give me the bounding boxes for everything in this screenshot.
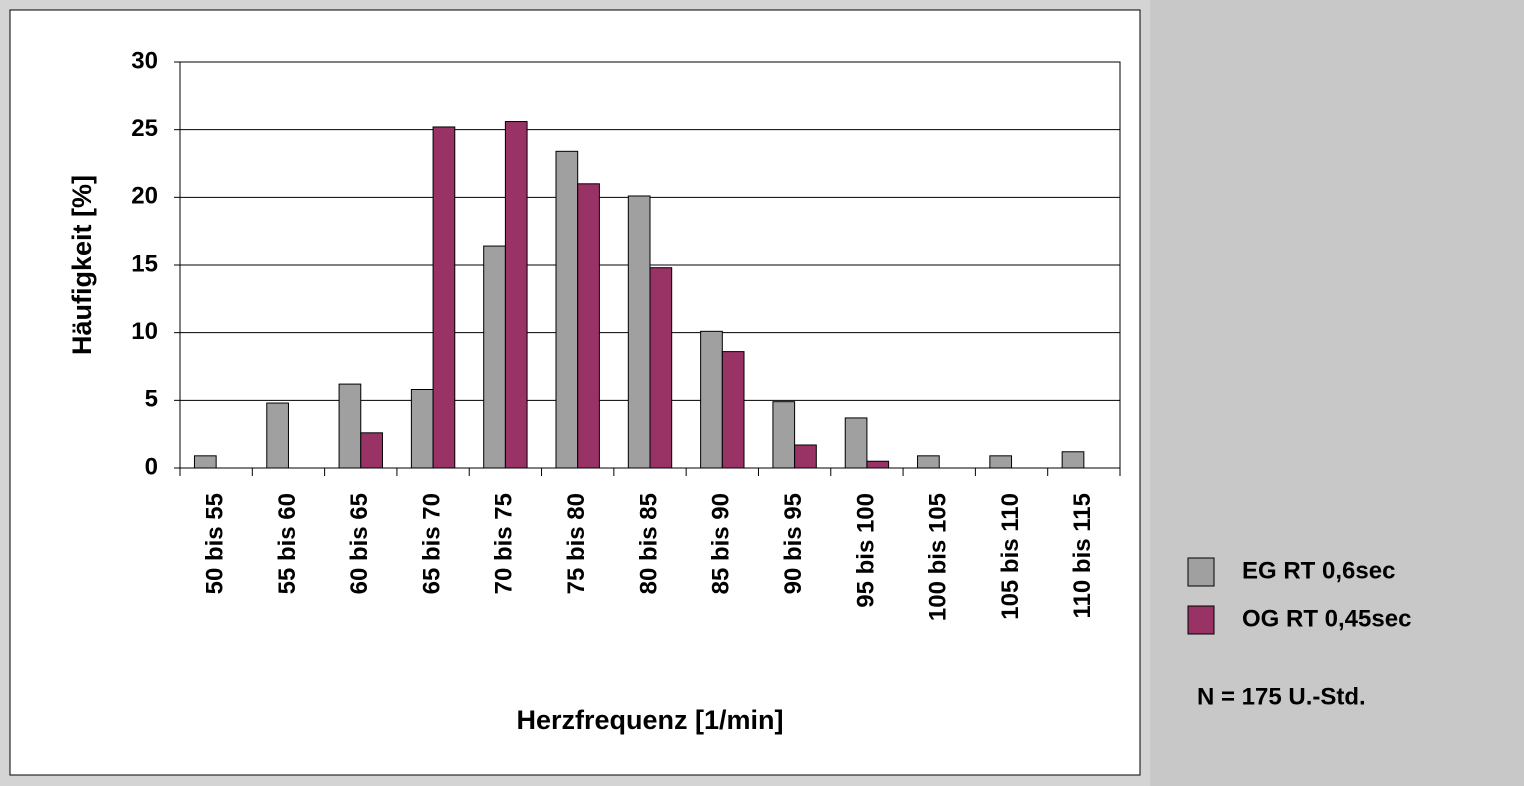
legend-swatch <box>1187 557 1215 587</box>
bar <box>1061 451 1085 469</box>
bar <box>504 121 528 469</box>
x-tick-label: 75 bis 80 <box>563 493 590 594</box>
y-tick-label: 5 <box>145 386 158 413</box>
x-tick-label: 80 bis 85 <box>635 493 662 594</box>
x-tick-label: 105 bis 110 <box>997 493 1024 620</box>
bar <box>338 383 362 469</box>
bar <box>721 351 745 469</box>
x-tick-label: 70 bis 75 <box>491 493 518 594</box>
legend-swatch <box>1187 605 1215 635</box>
x-tick-label: 95 bis 100 <box>852 493 879 608</box>
bar <box>577 183 600 469</box>
bar <box>555 150 579 469</box>
bar <box>989 455 1013 469</box>
y-tick-label: 30 <box>131 47 158 74</box>
bar <box>700 330 723 469</box>
x-tick-label: 65 bis 70 <box>418 493 445 594</box>
legend-label: EG RT 0,6sec <box>1242 557 1395 584</box>
y-tick-label: 15 <box>131 250 158 277</box>
bar <box>193 455 217 469</box>
legend-label: OG RT 0,45sec <box>1242 605 1411 632</box>
annotation: N = 175 U.-Std. <box>1197 683 1366 710</box>
x-tick-label: 100 bis 105 <box>925 493 952 621</box>
background-panel <box>1150 0 1524 786</box>
bar <box>410 389 434 469</box>
bar <box>794 444 817 469</box>
x-tick-label: 90 bis 95 <box>780 493 807 594</box>
x-tick-label: 55 bis 60 <box>274 493 301 594</box>
bar <box>627 195 651 469</box>
bar <box>866 460 890 469</box>
y-axis-title: Häufigkeit [%] <box>67 175 97 355</box>
bar <box>483 245 506 469</box>
bar <box>649 267 673 469</box>
bar <box>266 402 289 469</box>
bar <box>917 455 940 469</box>
y-tick-label: 10 <box>131 318 158 345</box>
y-tick-label: 20 <box>131 183 158 210</box>
x-tick-label: 50 bis 55 <box>201 493 228 594</box>
x-axis-title: Herzfrequenz [1/min] <box>516 705 783 735</box>
x-tick-label: 110 bis 115 <box>1069 493 1096 618</box>
x-tick-label: 60 bis 65 <box>346 493 373 594</box>
bar <box>432 126 456 469</box>
y-tick-label: 0 <box>145 453 158 480</box>
x-tick-label: 85 bis 90 <box>708 493 735 594</box>
bar <box>844 417 868 469</box>
y-tick-label: 25 <box>131 115 158 142</box>
bar <box>360 432 383 469</box>
bar <box>772 401 796 469</box>
